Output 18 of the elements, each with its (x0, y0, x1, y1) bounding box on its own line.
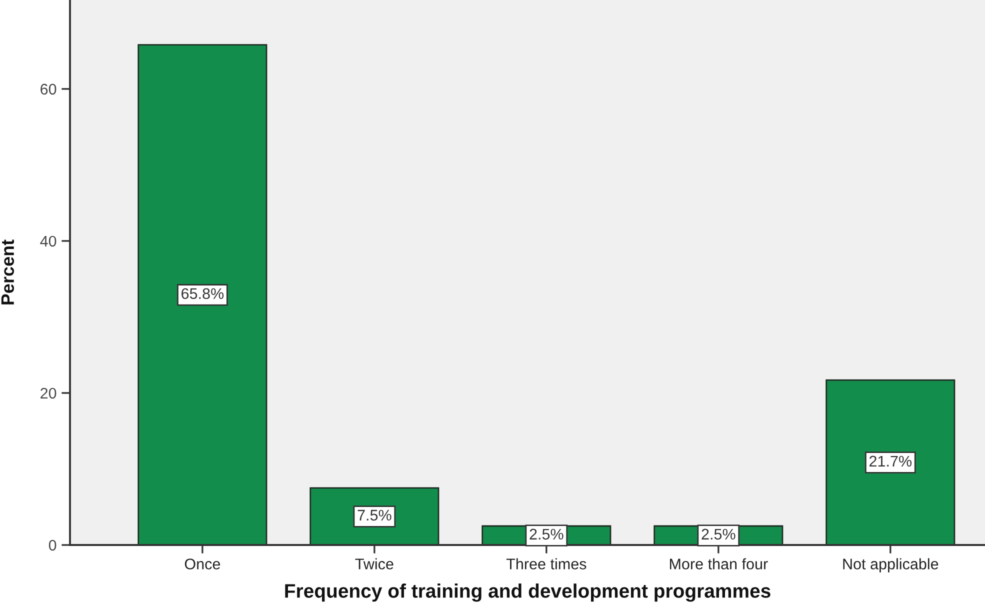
x-tick-label: Three times (506, 558, 586, 570)
y-axis-title: Percent (1, 240, 14, 304)
x-tick-label: More than four (670, 558, 768, 570)
data-label: 2.5% (702, 528, 736, 540)
y-tick-label: 0 (48, 540, 56, 551)
x-tick-label: Once (184, 558, 220, 570)
y-tick-label: 60 (40, 84, 56, 95)
data-label: 2.5% (530, 528, 564, 540)
data-label: 65.8% (182, 288, 224, 300)
y-tick-label: 20 (40, 388, 56, 399)
x-tick-label: Twice (355, 558, 394, 570)
x-tick-label: Not applicable (843, 558, 938, 572)
data-label: 21.7% (870, 456, 912, 467)
bar (826, 379, 956, 545)
bar (138, 44, 268, 545)
x-axis-title: Frequency of training and development programmes (285, 584, 770, 602)
y-tick-label: 40 (40, 236, 56, 247)
data-label: 7.5% (358, 510, 392, 521)
